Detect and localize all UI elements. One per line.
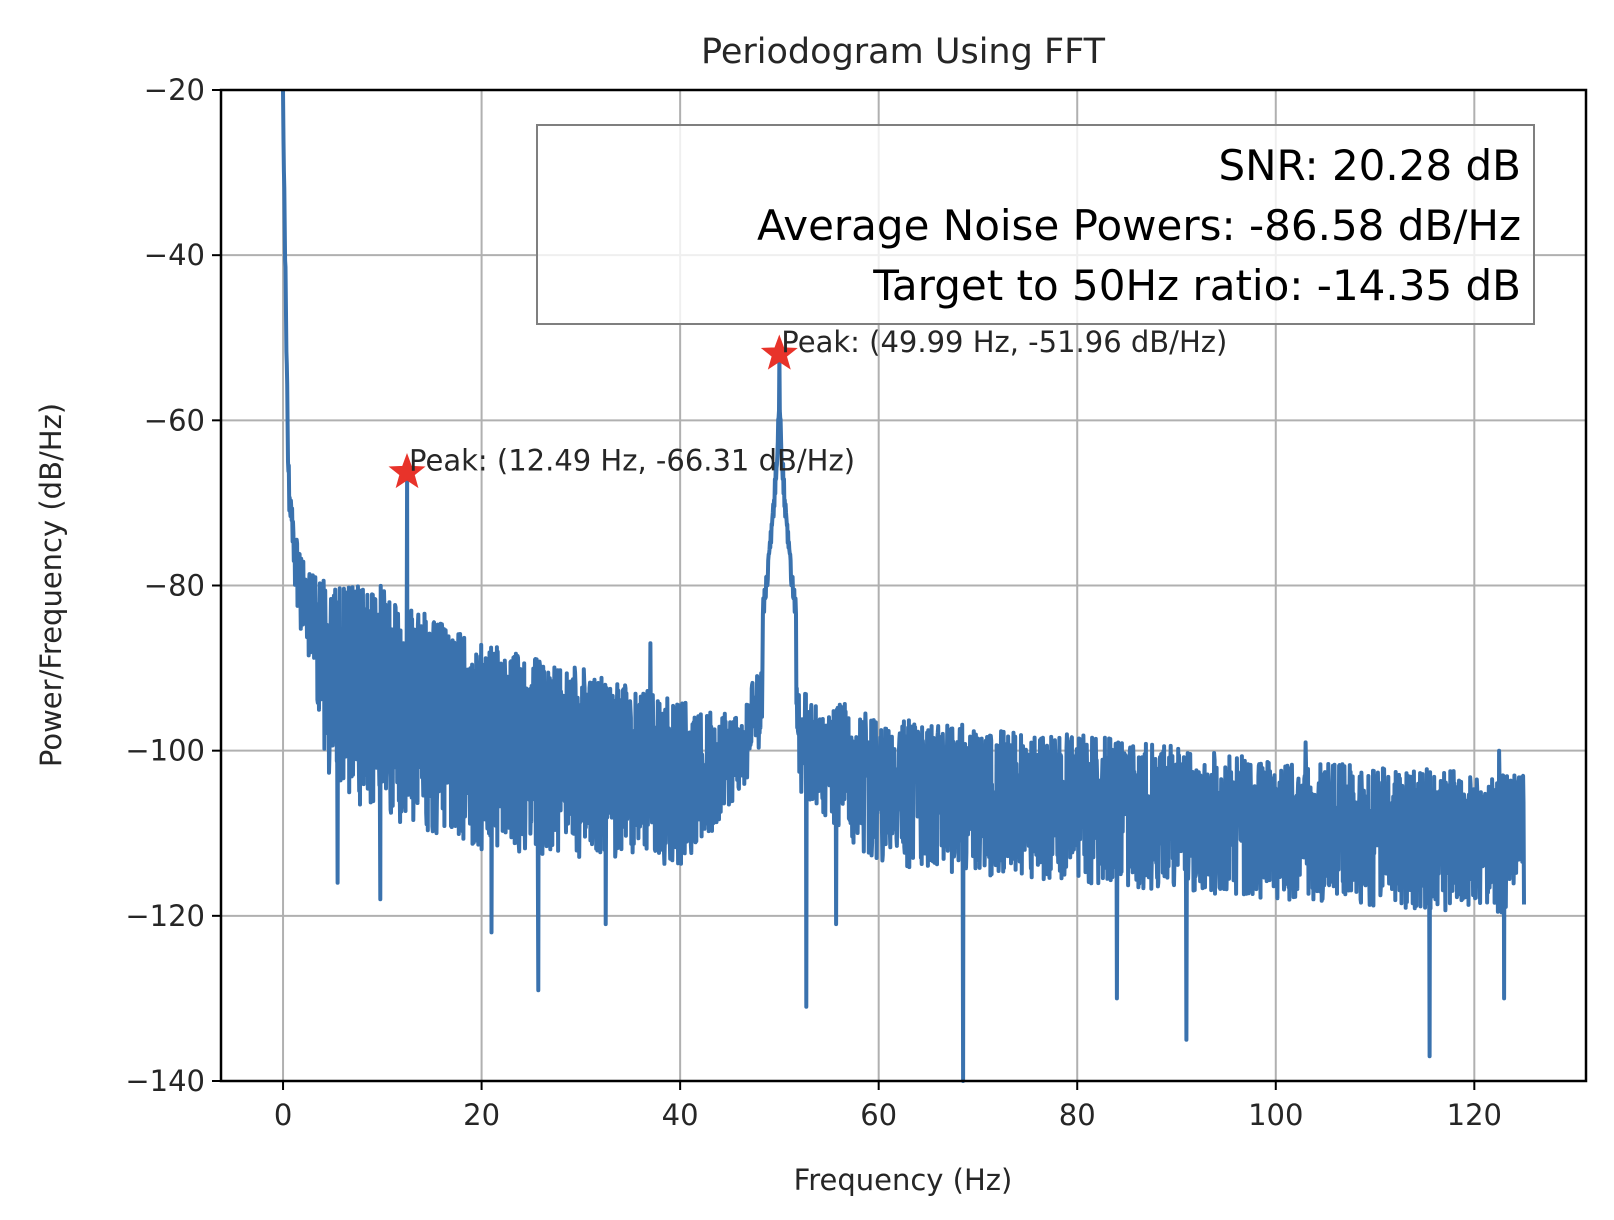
y-tick-label: −80 (144, 569, 205, 603)
x-axis-ticks: 0 20 40 60 80 100 120 (274, 1081, 1502, 1132)
x-tick-label: 20 (463, 1098, 500, 1132)
y-tick-label: −120 (125, 899, 205, 933)
peak-annotations: Peak: (12.49 Hz, -66.31 dB/Hz) Peak: (49.… (388, 325, 1227, 489)
spectrum-path (281, 89, 1526, 1083)
x-tick-label: 0 (274, 1098, 292, 1132)
peak-label: Peak: (12.49 Hz, -66.31 dB/Hz) (409, 443, 855, 477)
y-tick-label: −100 (125, 734, 205, 768)
peak-marker-star-icon (760, 334, 798, 370)
y-axis-ticks: −20 −40 −60 −80 −100 −120 −140 (125, 73, 221, 1098)
x-tick-label: 120 (1447, 1098, 1502, 1132)
info-average-noise-power: Average Noise Powers: -86.58 dB/Hz (757, 201, 1521, 250)
x-tick-label: 60 (860, 1098, 897, 1132)
info-target-to-50hz-ratio: Target to 50Hz ratio: -14.35 dB (872, 261, 1521, 310)
x-tick-label: 100 (1248, 1098, 1303, 1132)
x-tick-label: 40 (662, 1098, 699, 1132)
y-tick-label: −60 (144, 403, 205, 437)
info-box-frame (536, 124, 1535, 325)
spectrum-line (281, 89, 1526, 1083)
y-tick-label: −40 (144, 238, 205, 272)
y-tick-label: −20 (144, 73, 205, 107)
chart-title: Periodogram Using FFT (701, 32, 1106, 72)
info-box: SNR: 20.28 dB Average Noise Powers: -86.… (536, 124, 1535, 325)
y-tick-label: −140 (125, 1064, 205, 1098)
peak-label: Peak: (49.99 Hz, -51.96 dB/Hz) (781, 325, 1227, 359)
x-tick-label: 80 (1059, 1098, 1096, 1132)
y-axis-label: Power/Frequency (dB/Hz) (34, 403, 68, 767)
peak-marker-star-icon (388, 452, 426, 489)
info-snr: SNR: 20.28 dB (1218, 141, 1521, 190)
x-axis-label: Frequency (Hz) (794, 1163, 1013, 1197)
